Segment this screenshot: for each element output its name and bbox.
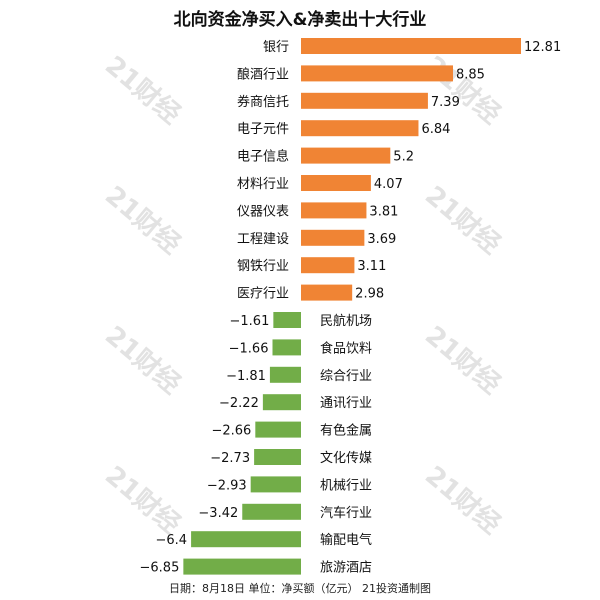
category-label: 银行 [263,40,289,55]
value-label: 3.81 [369,204,398,219]
bar [301,65,453,82]
category-label: 仪器仪表 [237,204,289,219]
value-label: −2.93 [207,478,247,493]
value-label: 5.2 [393,150,414,165]
bar [301,120,419,137]
value-label: 3.69 [367,232,396,247]
bar [255,421,301,438]
category-label: 综合行业 [320,369,372,384]
value-label: 6.84 [421,122,450,137]
bar [273,312,301,328]
bar [301,257,355,274]
value-label: −3.42 [198,506,238,521]
value-label: −2.73 [210,451,250,466]
category-label: 汽车行业 [320,505,372,521]
category-label: 有色金属 [320,423,372,439]
category-label: 机械行业 [320,478,372,493]
category-label: 钢铁行业 [237,259,289,274]
category-label: 酿酒行业 [237,66,289,82]
category-label: 输配电气 [320,532,372,548]
category-label: 材料行业 [237,177,289,192]
footnote: 日期：8月18日 单位：净买额（亿元） 21投资通制图 [169,582,431,595]
bar [262,394,301,411]
value-label: 8.85 [456,67,485,82]
value-label: −6.85 [140,561,180,576]
category-label: 民航机场 [320,313,372,329]
value-label: −1.61 [230,314,270,329]
bar [250,476,301,493]
category-label: 医疗行业 [237,287,289,302]
category-label: 电子元件 [237,122,289,137]
bar [269,366,301,383]
bar [301,92,428,109]
value-label: −6.4 [156,533,188,548]
bar [301,147,391,164]
bar [272,339,301,356]
value-label: 7.39 [431,95,460,110]
bar [301,284,353,301]
bar [301,229,365,246]
bar [183,558,301,575]
bar [242,503,301,520]
category-label: 工程建设 [237,232,289,247]
value-label: −1.81 [226,369,266,384]
value-label: −2.22 [219,396,259,411]
category-label: 券商信托 [237,94,289,110]
value-label: 12.81 [524,40,561,55]
value-label: 4.07 [374,177,403,192]
bar [254,449,301,465]
bar [301,38,521,54]
category-label: 电子信息 [237,149,289,165]
category-label: 文化传媒 [320,451,372,466]
category-label: 旅游酒店 [320,561,372,576]
chart-title: 北向资金净买入&净卖出十大行业 [173,10,427,30]
bar [301,175,371,191]
value-label: 3.11 [357,259,386,274]
category-label: 通讯行业 [320,396,372,411]
category-label: 食品饮料 [320,340,372,356]
value-label: −1.66 [229,341,269,356]
bar [191,531,301,548]
value-label: −2.66 [211,424,251,439]
value-label: 2.98 [355,287,384,302]
bar [301,202,367,219]
